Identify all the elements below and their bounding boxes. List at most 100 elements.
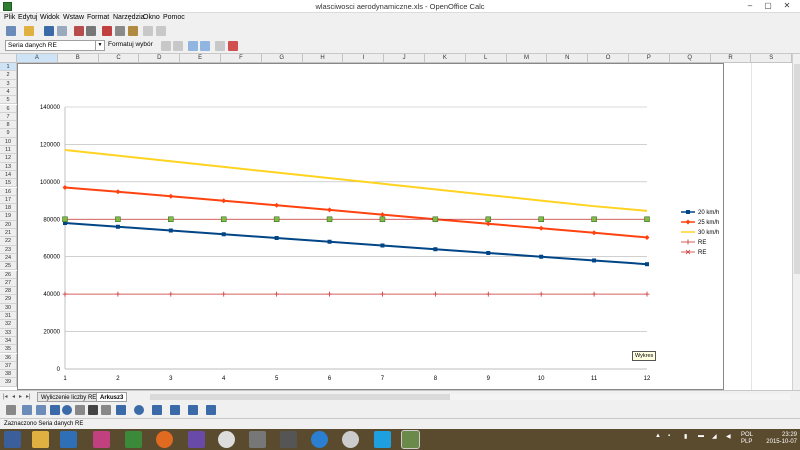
chart-element-selector[interactable]: Seria danych RE ▼: [5, 40, 105, 51]
row-header-34[interactable]: 34: [0, 336, 17, 346]
ellipse-tool-icon[interactable]: [62, 405, 72, 415]
close-button[interactable]: ✕: [783, 1, 791, 10]
horizontal-scrollbar[interactable]: [150, 394, 790, 400]
undo-icon[interactable]: [143, 26, 153, 36]
tray-app-icon[interactable]: ▪: [668, 433, 671, 439]
copy-icon[interactable]: [115, 26, 125, 36]
row-header-18[interactable]: 18: [0, 204, 17, 213]
row-header-14[interactable]: 14: [0, 170, 17, 180]
line-tool-icon[interactable]: [22, 405, 32, 415]
chevron-down-icon[interactable]: ▼: [95, 41, 104, 50]
menu-file[interactable]: Plik: [4, 14, 16, 21]
media-icon[interactable]: [249, 431, 266, 448]
row-header-9[interactable]: 9: [0, 129, 17, 138]
row-header-25[interactable]: 25: [0, 262, 17, 271]
chart-type-icon[interactable]: [161, 41, 171, 51]
chrome-icon[interactable]: [342, 431, 359, 448]
column-header-n[interactable]: N: [547, 54, 589, 63]
stars-icon[interactable]: [206, 405, 216, 415]
symbol-shapes-icon[interactable]: [134, 405, 144, 415]
redo-icon[interactable]: [156, 26, 166, 36]
column-header-l[interactable]: L: [465, 54, 507, 63]
format-selection-button[interactable]: Formatuj wybór: [108, 41, 153, 48]
column-header-e[interactable]: E: [180, 54, 221, 63]
menu-help[interactable]: Pomoc: [163, 14, 185, 21]
row-header-33[interactable]: 33: [0, 328, 17, 337]
column-header-f[interactable]: F: [221, 54, 262, 63]
column-header-q[interactable]: Q: [669, 54, 711, 63]
column-header-h[interactable]: H: [302, 54, 344, 63]
line-chart[interactable]: 0 20000 40000 60000 80000 100000 120000 140000 1…: [18, 64, 725, 390]
row-header-16[interactable]: 16: [0, 187, 17, 196]
arrow-tool-icon[interactable]: [36, 405, 46, 415]
column-header-j[interactable]: J: [384, 54, 425, 63]
column-header-k[interactable]: K: [425, 54, 466, 63]
row-header-12[interactable]: 12: [0, 154, 17, 163]
prev-sheet-icon[interactable]: ◂: [12, 394, 16, 400]
row-header-39[interactable]: 39: [0, 378, 17, 387]
column-header-d[interactable]: D: [139, 54, 181, 63]
legend-icon[interactable]: [200, 41, 210, 51]
calculator-icon[interactable]: [125, 431, 142, 448]
row-header-2[interactable]: 2: [0, 71, 17, 80]
save-icon[interactable]: [44, 26, 54, 36]
next-sheet-icon[interactable]: ▸: [19, 394, 23, 400]
menu-edit[interactable]: Edytuj: [18, 14, 38, 21]
row-header-21[interactable]: 21: [0, 229, 17, 238]
open-folder-icon[interactable]: [24, 26, 34, 36]
wifi-icon[interactable]: ◢: [712, 434, 717, 440]
first-sheet-icon[interactable]: |◂: [3, 394, 8, 400]
row-header-31[interactable]: 31: [0, 312, 17, 321]
column-header-i[interactable]: I: [343, 54, 385, 63]
select-all-corner[interactable]: [0, 54, 17, 63]
auto-layout-icon[interactable]: [228, 41, 238, 51]
block-arrows-icon[interactable]: [152, 405, 162, 415]
new-document-icon[interactable]: [6, 26, 16, 36]
freeform-tool-icon[interactable]: [75, 405, 85, 415]
internet-explorer-icon[interactable]: [311, 431, 328, 448]
last-sheet-icon[interactable]: ▸|: [26, 394, 31, 400]
print-icon[interactable]: [86, 26, 96, 36]
row-header-8[interactable]: 8: [0, 121, 17, 130]
row-header-3[interactable]: 3: [0, 79, 17, 88]
row-header-10[interactable]: 10: [0, 137, 17, 146]
menu-window[interactable]: Okno: [143, 14, 160, 21]
row-header-22[interactable]: 22: [0, 237, 17, 246]
row-header-26[interactable]: 26: [0, 270, 17, 279]
tab-sheet-2[interactable]: Arkusz3: [96, 392, 128, 402]
hp-icon[interactable]: [218, 431, 235, 448]
text-tool-icon[interactable]: [88, 405, 98, 415]
row-header-5[interactable]: 5: [0, 96, 17, 105]
menu-insert[interactable]: Wstaw: [63, 14, 84, 21]
row-header-38[interactable]: 38: [0, 370, 17, 379]
scale-text-icon[interactable]: [215, 41, 225, 51]
row-header-7[interactable]: 7: [0, 112, 17, 122]
firefox-icon[interactable]: [156, 431, 173, 448]
horizontal-scrollbar-thumb[interactable]: [150, 394, 450, 400]
row-header-1[interactable]: 1: [0, 63, 17, 72]
row-header-24[interactable]: 24: [0, 253, 17, 263]
callouts-icon[interactable]: [188, 405, 198, 415]
settings-icon[interactable]: [188, 431, 205, 448]
row-header-23[interactable]: 23: [0, 245, 17, 254]
basic-shapes-icon[interactable]: [116, 405, 126, 415]
column-header-r[interactable]: R: [710, 54, 752, 63]
row-header-17[interactable]: 17: [0, 195, 17, 205]
column-header-c[interactable]: C: [98, 54, 140, 63]
column-header-g[interactable]: G: [261, 54, 303, 63]
row-header-30[interactable]: 30: [0, 303, 17, 312]
paint-icon[interactable]: [93, 431, 110, 448]
vertical-scrollbar[interactable]: [792, 54, 800, 390]
email-icon[interactable]: [57, 26, 67, 36]
file-explorer-icon[interactable]: [32, 431, 49, 448]
row-header-35[interactable]: 35: [0, 345, 17, 354]
tab-sheet-1[interactable]: Wyliczenie liczby RE: [37, 392, 101, 402]
row-header-32[interactable]: 32: [0, 320, 17, 329]
row-header-11[interactable]: 11: [0, 146, 17, 155]
menu-tools[interactable]: Narzędzia: [113, 14, 145, 21]
column-header-a[interactable]: A: [17, 54, 58, 63]
row-header-6[interactable]: 6: [0, 104, 17, 113]
row-header-15[interactable]: 15: [0, 179, 17, 188]
vertical-scrollbar-thumb[interactable]: [794, 64, 800, 274]
